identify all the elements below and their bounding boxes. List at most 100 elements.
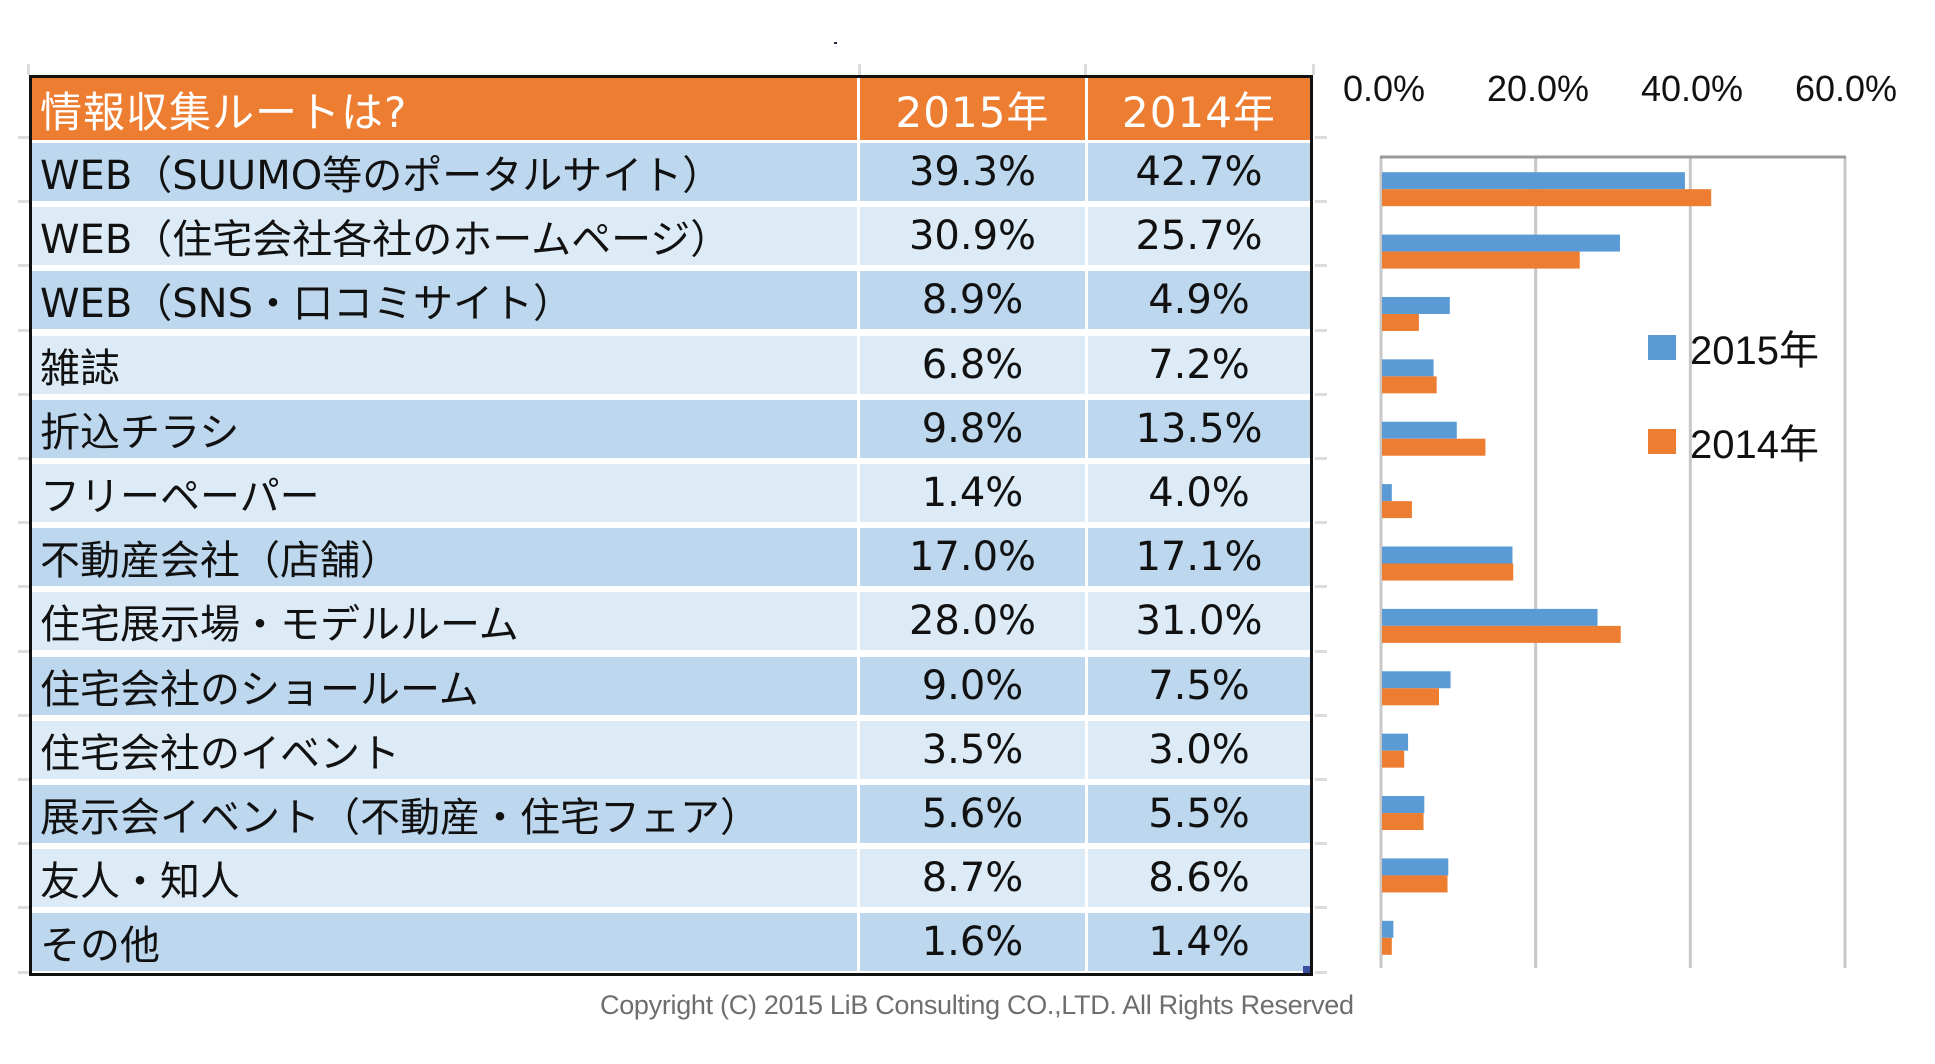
- sheet-row-tick: [18, 713, 29, 717]
- table-row: 友人・知人 8.7% 8.6%: [32, 846, 1310, 908]
- bar-2015: 雑誌 2015年: 6.8%: [1382, 359, 1434, 377]
- header-question: 情報収集ルートは?: [32, 78, 860, 140]
- value-2015: 3.5%: [860, 720, 1088, 779]
- table-row: 不動産会社（店舗） 17.0% 17.1%: [32, 525, 1310, 587]
- x-tick-label: 60.0%: [1794, 68, 1898, 109]
- x-tick-label: 0.0%: [1342, 68, 1426, 109]
- sheet-row-tick: [1315, 713, 1327, 717]
- value-2015: 30.9%: [860, 207, 1088, 266]
- row-label: 住宅展示場・モデルルーム: [32, 592, 860, 651]
- row-label: WEB（SUUMO等のポータルサイト）: [32, 143, 860, 201]
- table-row: 住宅会社のショールーム 9.0% 7.5%: [32, 653, 1310, 715]
- value-2014: 3.0%: [1148, 726, 1250, 773]
- legend-swatch-2014: [1648, 428, 1676, 454]
- stray-mark: [834, 42, 837, 44]
- row-label: 友人・知人: [32, 849, 860, 908]
- sheet-row-tick: [18, 457, 29, 460]
- sheet-row-tick: [1315, 457, 1327, 460]
- bar-2014: WEB（SUUMO等のポータルサイト） 2014年: 42.7%: [1382, 189, 1712, 207]
- table-row: フリーペーパー 1.4% 4.0%: [32, 461, 1310, 522]
- x-tick-label: 20.0%: [1486, 68, 1590, 109]
- value-2014: 17.1%: [1135, 534, 1263, 581]
- bar-2014: 不動産会社（店舗） 2014年: 17.1%: [1382, 563, 1514, 581]
- sheet-row-tick: [18, 970, 29, 974]
- sheet-gridline-tick: [858, 64, 861, 75]
- row-label: その他: [32, 913, 860, 972]
- legend-item-2015: 2015年: [1648, 318, 1819, 376]
- value-2014: 25.7%: [1135, 213, 1263, 260]
- sheet-row-tick: [1315, 328, 1327, 332]
- table-row: WEB（住宅会社各社のホームページ） 30.9% 25.7%: [32, 204, 1310, 266]
- sheet-row-ticks-right: [1315, 75, 1327, 976]
- sheet-row-tick: [18, 328, 29, 332]
- sheet-row-tick: [18, 521, 29, 525]
- sheet-row-tick: [1315, 778, 1327, 781]
- table-row: WEB（SNS・口コミサイト） 8.9% 4.9%: [32, 268, 1310, 330]
- value-2014: 8.6%: [1148, 855, 1250, 902]
- table-row: 展示会イベント（不動産・住宅フェア） 5.6% 5.5%: [32, 782, 1310, 843]
- bar-2014: WEB（SNS・口コミサイト） 2014年: 4.9%: [1382, 313, 1419, 331]
- value-2014: 5.5%: [1148, 791, 1250, 837]
- bar-2015: 住宅会社のイベント 2015年: 3.5%: [1382, 733, 1409, 751]
- table-row: 住宅会社のイベント 3.5% 3.0%: [32, 717, 1310, 779]
- table-row: 雑誌 6.8% 7.2%: [32, 332, 1310, 394]
- value-2015: 1.4%: [860, 464, 1088, 522]
- header-2015: 2015年: [860, 78, 1088, 140]
- bar-2015: 折込チラシ 2015年: 9.8%: [1382, 421, 1457, 439]
- bar-2015: WEB（SNS・口コミサイト） 2015年: 8.9%: [1382, 296, 1450, 314]
- bar-2014: 住宅会社のショールーム 2014年: 7.5%: [1382, 688, 1439, 706]
- bar-2015: フリーペーパー 2015年: 1.4%: [1382, 484, 1392, 502]
- survey-table: 情報収集ルートは? 2015年 2014年 WEB（SUUMO等のポータルサイト…: [29, 75, 1313, 976]
- value-2015: 5.6%: [860, 785, 1088, 843]
- copyright-notice: Copyright (C) 2015 LiB Consulting CO.,LT…: [600, 990, 1354, 1020]
- value-2015: 9.8%: [860, 399, 1088, 458]
- value-2014: 7.5%: [1148, 662, 1250, 709]
- sheet-row-tick: [1315, 264, 1327, 268]
- sheet-row-tick: [18, 136, 29, 139]
- bar-2015: 友人・知人 2015年: 8.7%: [1382, 858, 1449, 876]
- bar-2015: 不動産会社（店舗） 2015年: 17%: [1382, 546, 1513, 564]
- legend-item-2014: 2014年: [1648, 412, 1819, 470]
- value-2014: 13.5%: [1135, 405, 1263, 452]
- value-2014: 4.0%: [1148, 470, 1250, 516]
- bar-2014: 折込チラシ 2014年: 13.5%: [1382, 438, 1486, 456]
- sheet-row-tick: [18, 778, 29, 781]
- bar-2015: 住宅展示場・モデルルーム 2015年: 28%: [1382, 608, 1598, 626]
- sheet-row-tick: [18, 906, 29, 910]
- legend-label-2014: 2014年: [1690, 423, 1819, 467]
- selection-handle[interactable]: [1303, 966, 1310, 973]
- bar-2014: 住宅会社のイベント 2014年: 3%: [1382, 750, 1405, 768]
- bar-2015: 住宅会社のショールーム 2015年: 9%: [1382, 671, 1451, 689]
- row-label: 展示会イベント（不動産・住宅フェア）: [32, 785, 860, 843]
- value-2015: 8.9%: [860, 271, 1088, 330]
- row-label: 住宅会社のイベント: [32, 720, 860, 779]
- row-label: WEB（SNS・口コミサイト）: [32, 271, 860, 330]
- sheet-row-tick: [1315, 392, 1327, 396]
- row-label: 不動産会社（店舗）: [32, 528, 860, 587]
- sheet-row-ticks-left: [18, 75, 29, 976]
- table-row: 住宅展示場・モデルルーム 28.0% 31.0%: [32, 589, 1310, 651]
- value-2015: 8.7%: [860, 849, 1088, 908]
- table-row: その他 1.6% 1.4%: [32, 910, 1310, 972]
- sheet-row-tick: [1315, 136, 1327, 139]
- value-2015: 28.0%: [860, 592, 1088, 651]
- table-row: WEB（SUUMO等のポータルサイト） 39.3% 42.7%: [32, 140, 1310, 201]
- sheet-row-tick: [18, 842, 29, 846]
- value-2014: 7.2%: [1148, 341, 1250, 388]
- bar-2014: 展示会イベント（不動産・住宅フェア） 2014年: 5.5%: [1382, 813, 1424, 831]
- sheet-row-tick: [1315, 970, 1327, 974]
- table-row: 折込チラシ 9.8% 13.5%: [32, 396, 1310, 458]
- bar-2015: その他 2015年: 1.6%: [1382, 920, 1394, 938]
- row-label: 雑誌: [32, 335, 860, 394]
- value-2014: 4.9%: [1148, 277, 1250, 324]
- value-2015: 39.3%: [860, 143, 1088, 201]
- sheet-row-tick: [1315, 200, 1327, 204]
- sheet-row-tick: [18, 585, 29, 589]
- sheet-row-tick: [1315, 906, 1327, 910]
- value-2015: 6.8%: [860, 335, 1088, 394]
- bar-2014: WEB（住宅会社各社のホームページ） 2014年: 25.7%: [1382, 251, 1580, 269]
- row-label: 住宅会社のショールーム: [32, 656, 860, 715]
- table-header-row: 情報収集ルートは? 2015年 2014年: [32, 78, 1310, 140]
- legend-swatch-2015: [1648, 334, 1676, 360]
- sheet-gridline-tick: [1084, 64, 1087, 75]
